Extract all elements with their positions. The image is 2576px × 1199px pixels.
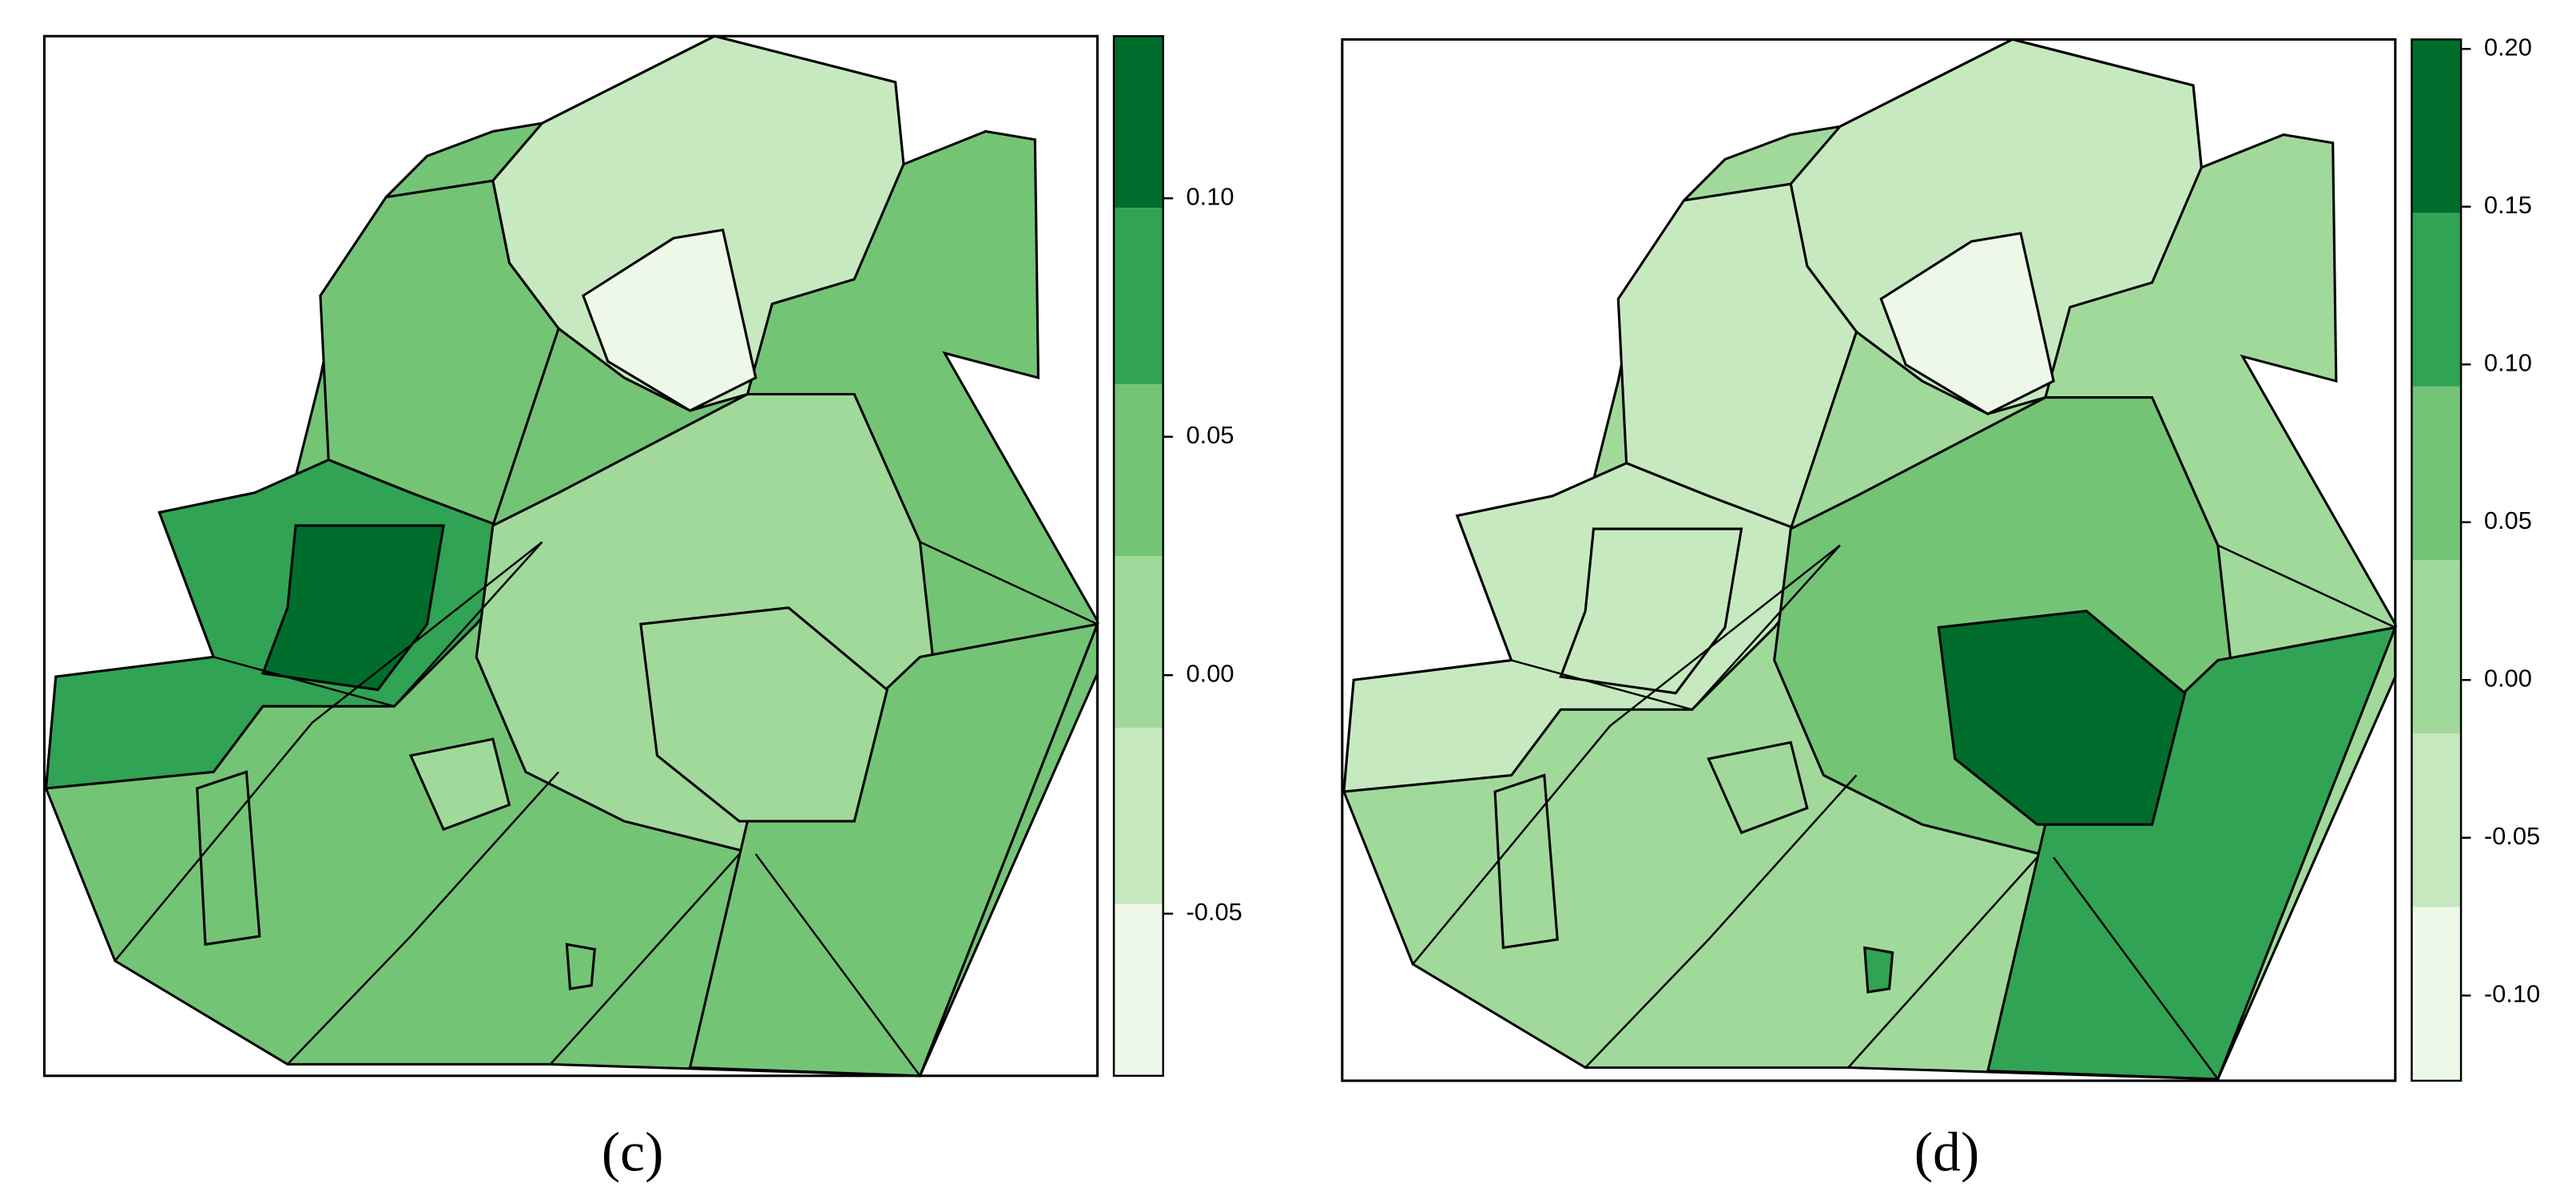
legend-band	[2411, 386, 2462, 561]
region	[196, 770, 261, 947]
caption: (c)	[602, 1122, 664, 1184]
boundary	[286, 771, 559, 1066]
legend-band	[1114, 727, 1163, 904]
boundary	[919, 541, 1099, 625]
tick-label: 0.10	[2484, 348, 2532, 376]
map	[44, 34, 1099, 1078]
region	[1986, 625, 2398, 1081]
region	[260, 524, 445, 692]
map-frame	[1341, 38, 2397, 1082]
legend-band	[1114, 36, 1163, 208]
legend-band	[2411, 907, 2462, 1081]
legend-frame	[2411, 38, 2463, 1082]
map	[1342, 38, 2398, 1081]
region	[565, 943, 596, 991]
boundary	[2217, 544, 2396, 629]
legend-frame	[1112, 35, 1164, 1078]
boundary	[1511, 544, 1841, 711]
region	[1879, 232, 2055, 415]
boundary	[549, 853, 741, 1066]
tick-label: 0.05	[2484, 506, 2532, 534]
map-frame	[42, 34, 1099, 1078]
tick-label: -0.05	[1187, 898, 1242, 926]
region	[1863, 946, 1894, 994]
legend-band	[1114, 384, 1163, 557]
legend-band	[1114, 903, 1163, 1076]
boundary	[1847, 856, 2038, 1069]
region	[1707, 740, 1809, 835]
legend-band	[2411, 39, 2462, 213]
tick-label: -0.10	[2484, 979, 2540, 1007]
legend-band	[1114, 208, 1163, 385]
legend-band	[2411, 560, 2462, 734]
legend-band	[1114, 556, 1163, 728]
region	[688, 622, 1099, 1078]
legend-band	[2411, 212, 2462, 387]
tick-label: 0.05	[1187, 421, 1234, 449]
tick-label: 0.00	[1187, 659, 1234, 687]
tick-label: 0.00	[2484, 664, 2532, 692]
region	[408, 737, 511, 832]
boundary	[1584, 774, 1858, 1069]
region	[639, 606, 889, 823]
caption: (d)	[1914, 1122, 1980, 1184]
tick-label: 0.20	[2484, 33, 2532, 61]
region	[582, 228, 757, 412]
tick-label: 0.10	[1187, 182, 1234, 210]
boundary	[754, 853, 921, 1077]
boundary	[1412, 544, 1841, 965]
boundary	[213, 541, 543, 708]
boundary	[2053, 856, 2219, 1080]
tick-label: 0.15	[2484, 191, 2532, 219]
boundary	[113, 541, 543, 962]
region	[1493, 773, 1559, 950]
legend-band	[2411, 733, 2462, 907]
tick-label: -0.05	[2484, 822, 2540, 850]
region	[1937, 609, 2187, 826]
region	[1559, 527, 1743, 695]
